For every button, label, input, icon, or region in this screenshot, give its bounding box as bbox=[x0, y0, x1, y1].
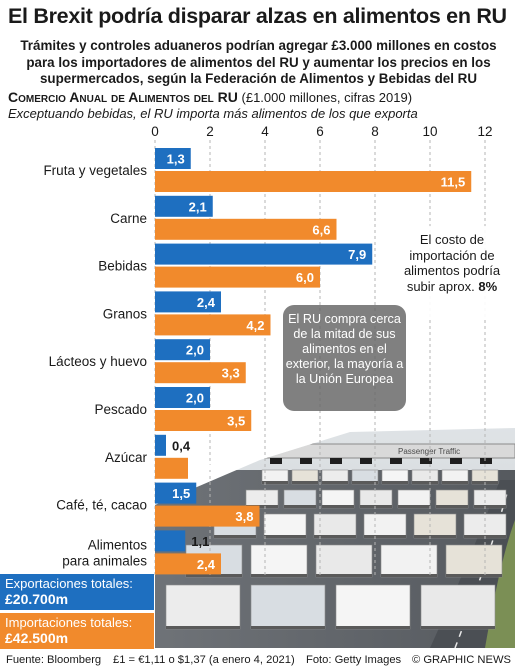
import-bar bbox=[155, 266, 320, 288]
footer-source: Fuente: Bloomberg bbox=[6, 654, 102, 666]
x-tick-label: 0 bbox=[151, 124, 159, 139]
category-label: Granos bbox=[103, 306, 148, 321]
footer: Fuente: Bloomberg £1 = €1,11 o $1,37 (a … bbox=[0, 649, 515, 671]
export-value-label: 2,0 bbox=[186, 343, 204, 358]
subtitle: Trámites y controles aduaneros podrían a… bbox=[20, 38, 497, 86]
export-bar bbox=[155, 339, 210, 361]
export-bar bbox=[155, 243, 373, 265]
export-value-label: 0,4 bbox=[172, 438, 191, 453]
import-value-label: 6,0 bbox=[296, 270, 314, 285]
page-title: El Brexit podría disparar alzas en alime… bbox=[8, 4, 507, 28]
chart-heading: Comercio Anual de Alimentos del RU (£1.0… bbox=[8, 89, 511, 105]
export-bar bbox=[155, 291, 221, 313]
import-bar bbox=[155, 410, 252, 431]
import-value-label: 3,3 bbox=[222, 366, 240, 381]
import-cost-text: El costo de importación de alimentos pod… bbox=[403, 232, 501, 294]
category-label: para animales bbox=[62, 553, 147, 568]
eu-share-callout: El RU compra cerca de la mitad de sus al… bbox=[283, 305, 406, 411]
export-value-label: 1,5 bbox=[172, 486, 190, 501]
total-imports-label: Importaciones totales: bbox=[5, 615, 133, 630]
import-value-label: 1,2 bbox=[194, 461, 212, 476]
import-bar bbox=[155, 553, 221, 575]
export-value-label: 2,4 bbox=[197, 295, 216, 310]
total-exports-label: Exportaciones totales: bbox=[5, 576, 133, 591]
total-imports-box: Importaciones totales: £42.500m bbox=[0, 613, 154, 649]
import-bar bbox=[155, 505, 260, 527]
import-bar bbox=[155, 218, 337, 240]
export-value-label: 1,1 bbox=[191, 534, 209, 549]
import-cost-callout: El costo de importación de alimentos pod… bbox=[393, 226, 511, 318]
category-label: Azúcar bbox=[105, 450, 148, 465]
export-bar bbox=[155, 387, 210, 408]
export-bar bbox=[155, 195, 213, 217]
import-value-label: 11,5 bbox=[441, 175, 466, 190]
category-label: Alimentos bbox=[88, 537, 148, 552]
import-value-label: 3,5 bbox=[227, 414, 245, 429]
category-label: Lácteos y huevo bbox=[49, 354, 147, 369]
chart-heading-units: (£1.000 millones, cifras 2019) bbox=[241, 90, 413, 105]
export-value-label: 2,0 bbox=[186, 391, 204, 406]
x-tick-labels: 0 2 4 6 8 10 12 bbox=[151, 124, 492, 139]
import-value-label: 3,8 bbox=[235, 509, 253, 524]
import-bar bbox=[155, 457, 188, 479]
x-tick-label: 2 bbox=[206, 124, 214, 139]
footer-photo-credit: Foto: Getty Images bbox=[306, 654, 402, 666]
export-bar bbox=[155, 434, 166, 456]
x-tick-label: 8 bbox=[371, 124, 379, 139]
chart-note: Exceptuando bebidas, el RU importa más a… bbox=[8, 106, 418, 121]
import-cost-value: 8% bbox=[478, 278, 498, 294]
gantry-sign: Passenger Traffic bbox=[398, 447, 460, 456]
category-label: Carne bbox=[110, 211, 147, 226]
export-bar bbox=[155, 482, 197, 504]
total-exports-box: Exportaciones totales: £20.700m bbox=[0, 574, 154, 610]
import-value-label: 2,4 bbox=[197, 557, 216, 572]
chart-heading-title: Comercio Anual de Alimentos del RU bbox=[8, 89, 238, 105]
export-value-label: 7,9 bbox=[348, 247, 366, 262]
export-value-label: 1,3 bbox=[167, 152, 185, 167]
import-bar bbox=[155, 171, 472, 192]
footer-exchange-rate: £1 = €1,11 o $1,37 (a enero 4, 2021) bbox=[113, 654, 295, 666]
footer-credit: © GRAPHIC NEWS bbox=[412, 654, 511, 666]
total-exports-value: £20.700m bbox=[5, 591, 69, 607]
import-value-label: 4,2 bbox=[246, 318, 264, 333]
x-tick-label: 4 bbox=[261, 124, 269, 139]
import-bar bbox=[155, 362, 246, 384]
total-imports-value: £42.500m bbox=[5, 630, 69, 646]
import-value-label: 6,6 bbox=[312, 222, 330, 237]
import-bar bbox=[155, 314, 271, 336]
export-value-label: 2,1 bbox=[189, 199, 207, 214]
category-label: Bebidas bbox=[98, 259, 147, 274]
category-label: Fruta y vegetales bbox=[43, 163, 147, 178]
bars: 1,3 11,5 2,1 6,6 7,9 6,0 2,4 4,2 2,0 3,3 2,0 3,5 0,4… bbox=[155, 148, 472, 575]
category-labels: Fruta y vegetales Carne Bebidas Granos Lácte… bbox=[43, 163, 147, 568]
export-bar bbox=[155, 530, 186, 552]
export-bar bbox=[155, 148, 191, 169]
category-label: Café, té, cacao bbox=[56, 498, 147, 513]
category-label: Pescado bbox=[94, 402, 147, 417]
x-tick-label: 12 bbox=[477, 124, 492, 139]
x-tick-label: 10 bbox=[422, 124, 437, 139]
x-tick-label: 6 bbox=[316, 124, 324, 139]
